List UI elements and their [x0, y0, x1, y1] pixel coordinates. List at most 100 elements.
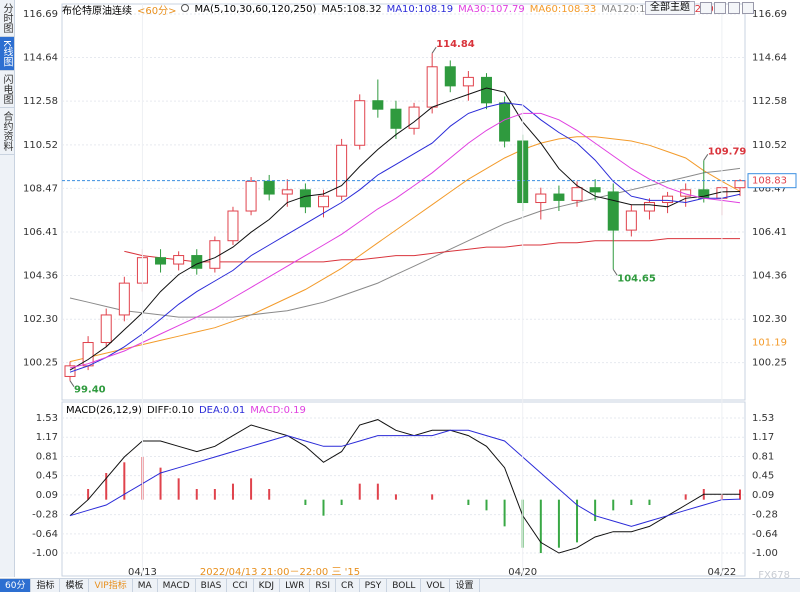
candle-body	[299, 189, 311, 208]
legend-entry: MA250	[679, 4, 714, 15]
candle-body	[680, 189, 692, 197]
ma-line	[69, 429, 741, 527]
y-tick-label: 104.36	[23, 270, 58, 281]
candle-body	[535, 193, 547, 204]
y-tick-label: 1.53	[36, 413, 58, 424]
toolbar: 60分 指标 模板 VIP指标 MA MACD BIAS CCI KDJ LWR RSI CR PSY B…	[0, 578, 800, 592]
side-tabs: 分时图 K线图 闪电图 合约资料	[0, 0, 15, 577]
y-tick-label: 114.64	[23, 52, 58, 63]
toolbar-item[interactable]: BIAS	[196, 579, 228, 592]
y-tick-label: 112.58	[752, 96, 787, 107]
y-tick-label: 106.41	[23, 227, 58, 238]
y-tick-label: -0.28	[32, 510, 58, 521]
toolbar-item[interactable]: KDJ	[254, 579, 281, 592]
icon-button[interactable]	[700, 2, 712, 14]
indicator-name: MA(5,10,30,60,120,250)	[194, 4, 317, 15]
tab[interactable]: 合约资料	[0, 108, 14, 155]
candle-body	[607, 191, 619, 231]
candle-body	[480, 76, 492, 104]
y-tick-label: 0.09	[36, 490, 58, 501]
toolbar-item[interactable]: 指标	[31, 579, 61, 592]
theme-button[interactable]: 全部主题	[645, 1, 695, 15]
ma-line	[69, 112, 741, 369]
candle-body	[118, 282, 130, 316]
watermark: FX678	[758, 570, 790, 581]
legend-entry: DEA:0.01	[198, 405, 246, 416]
ma-line	[69, 102, 741, 373]
icon-button[interactable]	[728, 2, 740, 14]
icon-button[interactable]	[714, 2, 726, 14]
candle-body	[408, 106, 420, 129]
ma-line	[124, 238, 740, 263]
candle-body	[245, 180, 257, 212]
extreme-label: 114.84	[436, 39, 475, 50]
tab[interactable]: K线图	[0, 37, 14, 71]
ma-line	[69, 136, 741, 363]
y-tick-label: 116.69	[23, 9, 58, 20]
toolbar-item[interactable]: 60分	[0, 579, 32, 592]
candle-body	[100, 314, 112, 344]
candle-body	[318, 195, 330, 208]
candle-body	[64, 365, 76, 377]
toolbar-item[interactable]: PSY	[360, 579, 388, 592]
extreme-leader	[612, 269, 618, 276]
period[interactable]: <60分>	[137, 6, 177, 17]
y-tick-label: -0.28	[752, 510, 778, 521]
y-tick-label: 104.36	[752, 270, 787, 281]
toolbar-item[interactable]: BOLL	[387, 579, 422, 592]
plot-frame	[61, 3, 746, 401]
extreme-leader	[431, 46, 437, 54]
ma-line	[69, 167, 741, 318]
side-label: 101.19	[752, 338, 787, 349]
extreme-label: 109.79	[708, 146, 747, 157]
y-tick-label: 112.58	[23, 96, 58, 107]
toolbar-item[interactable]: 模板	[60, 579, 90, 592]
toolbar-item[interactable]: LWR	[280, 579, 311, 592]
toolbar-item[interactable]: MA	[133, 579, 158, 592]
candle-body	[354, 100, 366, 146]
ma-line	[69, 419, 740, 554]
y-tick-label: 108.47	[752, 183, 787, 194]
y-tick-label: 0.81	[36, 451, 58, 462]
candle-body	[426, 66, 438, 108]
candle-body	[643, 202, 655, 212]
extreme-label: 99.40	[74, 385, 106, 396]
legend-entry: MA5:108.32	[321, 4, 382, 15]
legend-entry: MACD:0.19	[250, 405, 306, 416]
y-tick-label: 0.81	[752, 451, 774, 462]
ma-line	[69, 87, 741, 371]
candle-body	[571, 187, 583, 201]
candle-body	[553, 193, 565, 201]
candle-body	[209, 240, 221, 269]
toolbar-item[interactable]: VOL	[421, 579, 451, 592]
last-price-box	[747, 173, 797, 189]
y-tick-label: 114.64	[752, 52, 787, 63]
tab[interactable]: 分时图	[0, 0, 14, 37]
legend-entry: MA60:108.33	[529, 4, 597, 15]
y-tick-label: 102.30	[23, 314, 58, 325]
candle-body	[625, 210, 637, 231]
y-tick-label: 102.30	[752, 314, 787, 325]
icon-button[interactable]	[742, 2, 754, 14]
extreme-leader	[703, 154, 709, 161]
candle-body	[227, 210, 239, 242]
y-tick-label: -1.00	[752, 548, 778, 559]
extreme-leader	[69, 380, 75, 387]
plot-frame	[61, 401, 746, 577]
legend-entry: MA120:109.41	[601, 4, 675, 15]
tab[interactable]: 闪电图	[0, 71, 14, 108]
toolbar-item[interactable]: MACD	[158, 579, 196, 592]
y-tick-label: -0.64	[752, 529, 778, 540]
toolbar-item[interactable]: 设置	[450, 579, 480, 592]
toolbar-item[interactable]: RSI	[310, 579, 337, 592]
macd-header: MACD(26,12,9) DIFF:0.10 DEA:0.01 MACD:0.19	[66, 405, 306, 416]
toolbar-item[interactable]: CR	[336, 579, 360, 592]
crosshair-time: 2022/04/13 21:00－22:00 三 '15	[200, 567, 360, 578]
toolbar-item[interactable]: VIP指标	[89, 579, 133, 592]
toolbar-item[interactable]: CCI	[227, 579, 254, 592]
y-tick-label: 1.17	[752, 432, 774, 443]
y-tick-label: 110.52	[752, 140, 787, 151]
candle-body	[336, 144, 348, 197]
